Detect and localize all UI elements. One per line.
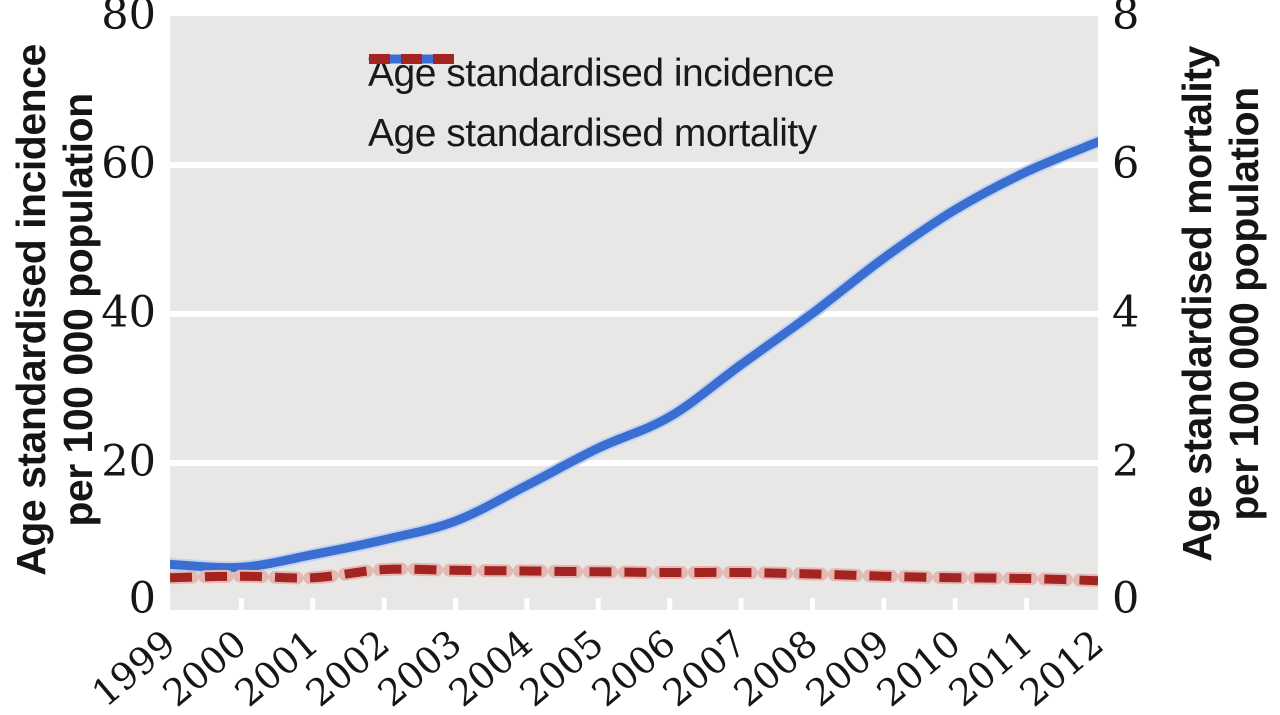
gridline-20 [170,460,1098,466]
left-tick-label-80: 80 [101,0,156,40]
right-tick-label-4: 4 [1112,287,1140,338]
left-tick-label-40: 40 [101,287,156,338]
mortality-line-swatch [369,54,454,64]
chart-canvas [170,16,1098,610]
x-tick-2002 [381,598,387,610]
legend: Age standardised incidence Age standardi… [368,52,835,156]
x-tick-2005 [595,598,601,610]
gridline-60 [170,162,1098,168]
x-tick-2003 [453,598,459,610]
x-tick-2007 [738,598,744,610]
legend-item-mortality: Age standardised mortality [368,54,834,156]
left-tick-label-20: 20 [101,436,156,487]
legend-label-mortality: Age standardised mortality [368,112,817,155]
x-tick-2000 [238,598,244,610]
x-tick-2008 [809,598,815,610]
age-standardised-mortality-line [170,564,1098,586]
left-tick-label-0: 0 [128,573,156,624]
x-tick-2006 [667,598,673,610]
age-standardised-incidence-line [170,137,1098,573]
plot-area: Age standardised incidence Age standardi… [170,16,1098,610]
left-axis-title-line1: Age standardised incidence [8,44,54,576]
x-tick-2011 [1024,598,1030,610]
x-tick-2004 [524,598,530,610]
right-tick-label-2: 2 [1112,436,1140,487]
right-tick-label-8: 8 [1112,0,1140,40]
right-tick-label-6: 6 [1112,138,1140,189]
right-axis-title-line1: Age standardised mortality [1174,46,1220,562]
right-axis-title-line2: per 100 000 population [1221,87,1267,521]
right-axis-title: Age standardised mortality per 100 000 p… [1174,0,1270,624]
x-tick-2010 [952,598,958,610]
left-tick-label-60: 60 [101,138,156,189]
x-tick-2001 [310,598,316,610]
right-tick-label-0: 0 [1112,573,1140,624]
x-tick-2009 [881,598,887,610]
gridline-40 [170,311,1098,317]
